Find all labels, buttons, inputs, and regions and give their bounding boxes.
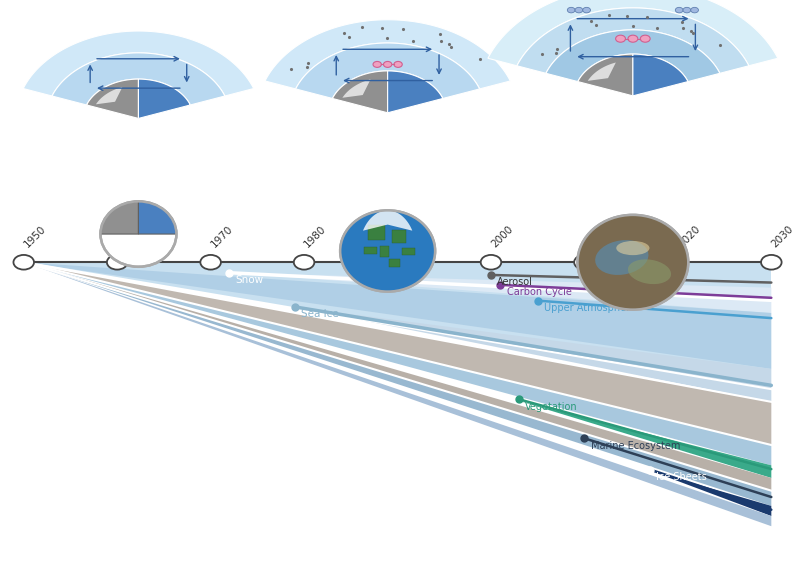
Ellipse shape bbox=[101, 201, 177, 267]
Ellipse shape bbox=[340, 210, 435, 292]
Circle shape bbox=[574, 255, 594, 270]
Polygon shape bbox=[519, 401, 771, 478]
Circle shape bbox=[628, 35, 638, 42]
Circle shape bbox=[387, 255, 408, 270]
Bar bbox=[390, 259, 400, 267]
Text: 2020: 2020 bbox=[676, 224, 702, 250]
Circle shape bbox=[481, 255, 502, 270]
Polygon shape bbox=[517, 8, 749, 73]
Bar bbox=[402, 248, 414, 255]
Polygon shape bbox=[24, 262, 771, 445]
Text: Marine Ecosystem: Marine Ecosystem bbox=[590, 440, 680, 451]
Polygon shape bbox=[230, 273, 771, 313]
Bar bbox=[380, 246, 390, 257]
Ellipse shape bbox=[616, 241, 650, 255]
Polygon shape bbox=[588, 63, 616, 81]
Text: Snow: Snow bbox=[236, 275, 264, 285]
Polygon shape bbox=[52, 53, 225, 105]
Circle shape bbox=[373, 61, 382, 67]
Polygon shape bbox=[294, 307, 771, 402]
Polygon shape bbox=[296, 43, 480, 99]
Circle shape bbox=[690, 7, 698, 13]
Polygon shape bbox=[650, 470, 771, 516]
Polygon shape bbox=[363, 210, 412, 231]
Ellipse shape bbox=[340, 210, 435, 292]
Circle shape bbox=[394, 61, 402, 67]
Bar bbox=[364, 247, 377, 254]
Text: 2010: 2010 bbox=[583, 224, 609, 250]
Polygon shape bbox=[388, 71, 443, 113]
Circle shape bbox=[383, 61, 392, 67]
Text: Upper Atmosphere: Upper Atmosphere bbox=[544, 303, 636, 313]
Polygon shape bbox=[101, 201, 138, 234]
Ellipse shape bbox=[595, 240, 649, 275]
Polygon shape bbox=[265, 20, 510, 89]
Text: ❄: ❄ bbox=[585, 89, 593, 99]
Circle shape bbox=[107, 255, 127, 270]
Circle shape bbox=[294, 255, 314, 270]
Circle shape bbox=[200, 255, 221, 270]
Polygon shape bbox=[24, 262, 771, 491]
Polygon shape bbox=[488, 0, 778, 66]
Polygon shape bbox=[24, 262, 771, 526]
Text: 2030: 2030 bbox=[770, 224, 795, 250]
Text: 1970: 1970 bbox=[209, 224, 234, 250]
Circle shape bbox=[761, 255, 782, 270]
Polygon shape bbox=[546, 30, 720, 82]
Text: 1990: 1990 bbox=[396, 224, 422, 250]
Polygon shape bbox=[23, 31, 254, 96]
Polygon shape bbox=[24, 262, 771, 506]
Polygon shape bbox=[24, 262, 771, 465]
Text: 1960: 1960 bbox=[116, 224, 142, 250]
Polygon shape bbox=[333, 71, 388, 113]
Polygon shape bbox=[578, 54, 633, 96]
Circle shape bbox=[667, 255, 688, 270]
Polygon shape bbox=[138, 79, 190, 118]
Text: ✦: ✦ bbox=[429, 108, 434, 114]
Circle shape bbox=[567, 7, 575, 13]
Text: 2000: 2000 bbox=[490, 224, 515, 250]
Circle shape bbox=[640, 35, 650, 42]
Polygon shape bbox=[342, 80, 370, 98]
Ellipse shape bbox=[578, 215, 688, 310]
Circle shape bbox=[575, 7, 582, 13]
Polygon shape bbox=[633, 54, 688, 96]
Polygon shape bbox=[96, 87, 122, 104]
Circle shape bbox=[675, 7, 683, 13]
Text: 1950: 1950 bbox=[22, 224, 48, 250]
Polygon shape bbox=[24, 262, 771, 369]
Polygon shape bbox=[86, 79, 138, 118]
Circle shape bbox=[14, 255, 34, 270]
Circle shape bbox=[582, 7, 590, 13]
Text: 1980: 1980 bbox=[302, 224, 328, 250]
Bar bbox=[391, 230, 406, 243]
Polygon shape bbox=[24, 262, 771, 389]
Text: Carbon Cycle: Carbon Cycle bbox=[506, 287, 571, 297]
Text: Vegetation: Vegetation bbox=[526, 402, 578, 412]
Bar bbox=[368, 225, 386, 240]
Polygon shape bbox=[138, 201, 177, 234]
Circle shape bbox=[616, 35, 626, 42]
Text: Sea Ice: Sea Ice bbox=[301, 309, 339, 319]
Text: Ice Sheets: Ice Sheets bbox=[656, 472, 707, 482]
Text: ✦: ✦ bbox=[177, 113, 182, 120]
Circle shape bbox=[683, 7, 690, 13]
Text: ✦: ✦ bbox=[674, 91, 680, 97]
Text: ❄: ❄ bbox=[93, 112, 101, 121]
Ellipse shape bbox=[578, 215, 688, 310]
Text: ❄: ❄ bbox=[339, 105, 348, 116]
Ellipse shape bbox=[628, 259, 671, 284]
Text: Aerosol: Aerosol bbox=[498, 277, 533, 287]
